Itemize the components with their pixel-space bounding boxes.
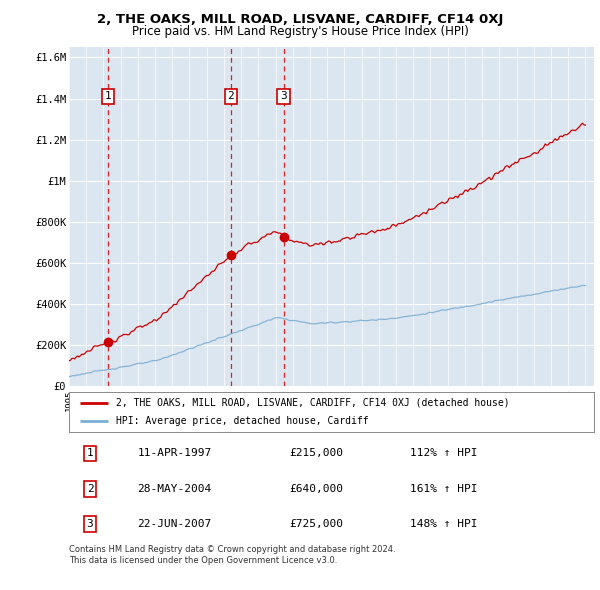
- Text: 112% ↑ HPI: 112% ↑ HPI: [410, 448, 478, 458]
- Text: 3: 3: [280, 91, 287, 101]
- Text: 28-MAY-2004: 28-MAY-2004: [137, 484, 212, 494]
- Text: 2: 2: [227, 91, 235, 101]
- Text: 1: 1: [86, 448, 94, 458]
- Text: 161% ↑ HPI: 161% ↑ HPI: [410, 484, 478, 494]
- Text: 3: 3: [86, 519, 94, 529]
- Text: 148% ↑ HPI: 148% ↑ HPI: [410, 519, 478, 529]
- Text: This data is licensed under the Open Government Licence v3.0.: This data is licensed under the Open Gov…: [69, 556, 337, 565]
- Text: £640,000: £640,000: [290, 484, 343, 494]
- Text: HPI: Average price, detached house, Cardiff: HPI: Average price, detached house, Card…: [116, 416, 369, 426]
- Text: 11-APR-1997: 11-APR-1997: [137, 448, 212, 458]
- Text: £215,000: £215,000: [290, 448, 343, 458]
- Text: 2: 2: [86, 484, 94, 494]
- Text: Price paid vs. HM Land Registry's House Price Index (HPI): Price paid vs. HM Land Registry's House …: [131, 25, 469, 38]
- Text: Contains HM Land Registry data © Crown copyright and database right 2024.: Contains HM Land Registry data © Crown c…: [69, 545, 395, 554]
- Text: 2, THE OAKS, MILL ROAD, LISVANE, CARDIFF, CF14 0XJ (detached house): 2, THE OAKS, MILL ROAD, LISVANE, CARDIFF…: [116, 398, 510, 408]
- Text: 22-JUN-2007: 22-JUN-2007: [137, 519, 212, 529]
- Text: 1: 1: [105, 91, 112, 101]
- Text: 2, THE OAKS, MILL ROAD, LISVANE, CARDIFF, CF14 0XJ: 2, THE OAKS, MILL ROAD, LISVANE, CARDIFF…: [97, 13, 503, 26]
- Text: £725,000: £725,000: [290, 519, 343, 529]
